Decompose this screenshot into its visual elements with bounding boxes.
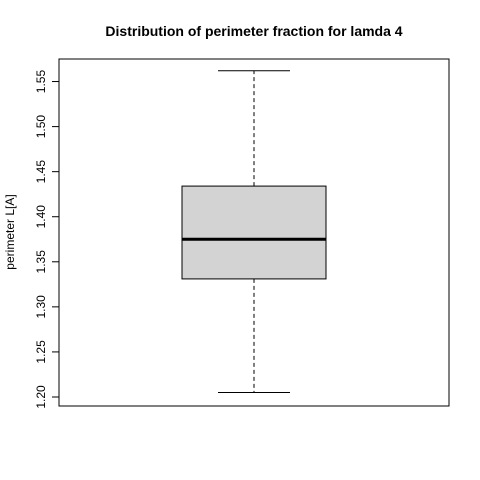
iqr-box: [181, 185, 327, 280]
y-tick-label: 1.45: [34, 160, 48, 184]
y-tick-label: 1.55: [34, 70, 48, 94]
y-tick-label: 1.35: [34, 250, 48, 274]
y-tick-label: 1.25: [34, 340, 48, 364]
y-axis-label: perimeter L[A]: [3, 194, 17, 269]
chart-title: Distribution of perimeter fraction for l…: [105, 23, 402, 39]
y-axis-ticks: 1.20 1.25 1.30 1.35 1.40 1.45 1.50 1.55: [34, 70, 59, 409]
y-tick-label: 1.50: [34, 115, 48, 139]
box-series: [181, 70, 327, 393]
y-tick-label: 1.40: [34, 205, 48, 229]
y-tick-label: 1.30: [34, 295, 48, 319]
y-tick-label: 1.20: [34, 385, 48, 409]
